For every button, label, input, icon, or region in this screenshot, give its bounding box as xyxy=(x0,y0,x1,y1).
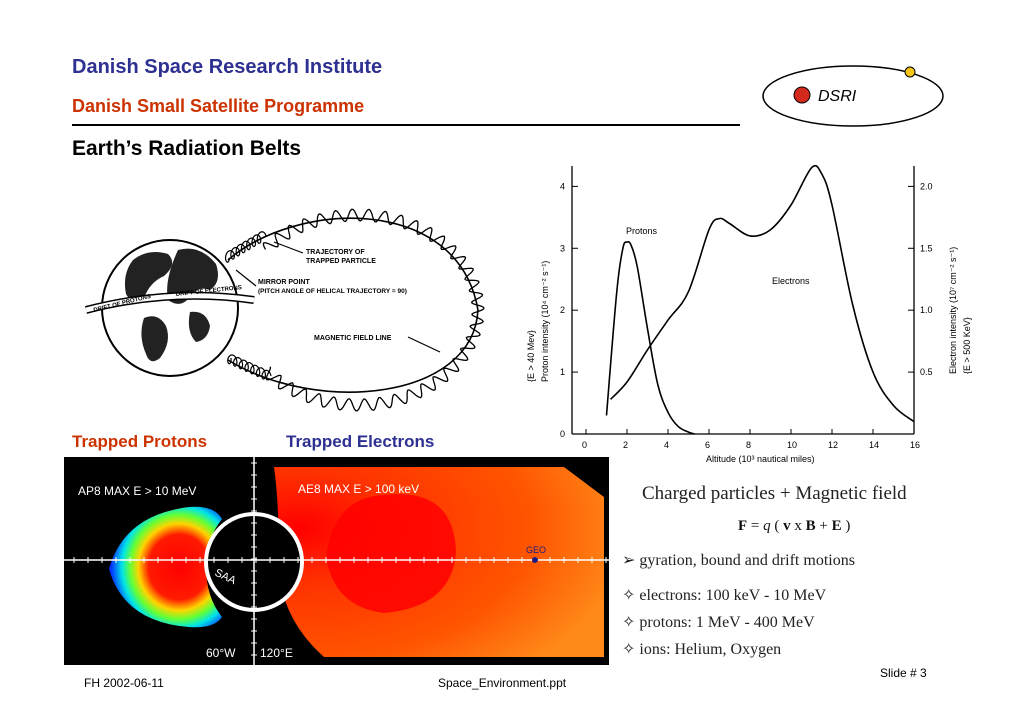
lorentz-formula: F = q ( v x B + E ) xyxy=(738,518,851,534)
logo-orbit xyxy=(762,65,944,127)
electron-belt-core xyxy=(326,494,456,613)
y-right-tick-label: 1.5 xyxy=(920,243,933,253)
y-left-label-1: {E > 40 Mev} xyxy=(526,330,536,382)
series-line-electrons xyxy=(610,164,915,423)
y-left-tick-label: 4 xyxy=(560,181,565,191)
formula-charge: q xyxy=(763,518,771,534)
trajectory-label-2: TRAPPED PARTICLE xyxy=(306,258,376,265)
y-left-tick-label: 2 xyxy=(560,305,565,315)
footer-filename: Space_Environment.ppt xyxy=(438,676,567,690)
proton-belt-region xyxy=(109,506,222,628)
bullet-protons: ✧ protons: 1 MeV - 400 MeV xyxy=(622,614,815,631)
y-right-tick-label: 0.5 xyxy=(920,367,933,377)
trapped-protons-label: Trapped Protons xyxy=(72,432,208,451)
mirror-label-2: (PITCH ANGLE OF HELICAL TRAJECTORY = 90) xyxy=(258,288,407,295)
footer-author-date: FH 2002-06-11 xyxy=(84,676,164,690)
helical-coil-top xyxy=(224,231,267,263)
y-right-label-1: Electron intensity (10⁷ cm⁻² s⁻¹) xyxy=(948,247,958,374)
helical-coil-bottom xyxy=(227,354,272,380)
x-tick-label: 12 xyxy=(828,440,838,450)
bullet-gyration: ➢ gyration, bound and drift motions xyxy=(622,552,855,569)
dsri-logo: DSRI xyxy=(762,65,944,127)
x-tick-label: 2 xyxy=(623,440,628,450)
programme-title: Danish Small Satellite Programme xyxy=(72,96,365,116)
x-tick-label: 4 xyxy=(664,440,669,450)
continent-shape xyxy=(141,316,168,362)
header-divider xyxy=(72,124,740,126)
y-left-tick-label: 3 xyxy=(560,243,565,253)
x-tick-label: 10 xyxy=(787,440,797,450)
continent-shape xyxy=(167,248,218,304)
x-axis-label: Altitude (10³ nautical miles) xyxy=(706,454,815,464)
proton-caption: AP8 MAX E > 10 MeV xyxy=(78,484,196,498)
series-line-protons xyxy=(605,240,695,435)
mirror-arrow xyxy=(235,269,257,287)
series-label-protons: Protons xyxy=(626,226,658,236)
geo-marker xyxy=(532,557,538,563)
lon-right-label: 120°E xyxy=(260,646,293,660)
institute-title: Danish Space Research Institute xyxy=(72,56,383,78)
particle-trajectory xyxy=(262,208,485,412)
x-tick-label: 8 xyxy=(746,440,751,450)
trapped-electrons-label: Trapped Electrons xyxy=(286,432,435,451)
series-label-electrons: Electrons xyxy=(772,276,810,286)
drift-band-inner xyxy=(85,293,255,313)
footer-slide-number: Slide # 3 xyxy=(880,666,927,680)
continent-shape xyxy=(124,252,173,303)
y-right-tick-label: 2.0 xyxy=(920,181,933,191)
y-right-tick-label: 1.0 xyxy=(920,305,933,315)
x-tick-label: 0 xyxy=(582,440,587,450)
x-tick-label: 14 xyxy=(869,440,879,450)
field-line-label: MAGNETIC FIELD LINE xyxy=(314,335,392,342)
x-tick-label: 6 xyxy=(705,440,710,450)
physics-title: Charged particles + Magnetic field xyxy=(642,483,907,504)
bullet-electrons: ✧ electrons: 100 keV - 10 MeV xyxy=(622,587,827,604)
slide-title: Earth’s Radiation Belts xyxy=(72,137,302,160)
belt-flux-map: GEO AP8 MAX E > 10 MeV AE8 MAX E > 100 k… xyxy=(64,457,609,665)
logo-text: DSRI xyxy=(818,88,857,105)
chart-axes xyxy=(571,166,915,435)
logo-satellite-icon xyxy=(904,66,916,78)
y-left-tick-label: 0 xyxy=(560,429,565,439)
bullet-ions: ✧ ions: Helium, Oxygen xyxy=(622,641,782,658)
x-tick-label: 16 xyxy=(910,440,920,450)
formula-electric: E xyxy=(831,518,842,534)
lon-left-label: 60°W xyxy=(206,646,236,660)
field-line-arrow xyxy=(407,336,441,353)
formula-field: B xyxy=(805,518,816,534)
electron-caption: AE8 MAX E > 100 keV xyxy=(298,482,419,496)
logo-planet-icon xyxy=(793,86,811,104)
continent-shape xyxy=(188,311,210,342)
magnetic-field-line xyxy=(227,217,479,393)
formula-velocity: v xyxy=(783,518,791,534)
geo-label: GEO xyxy=(526,545,546,555)
y-left-label-2: Proton intensity (10⁴ cm⁻² s⁻¹) xyxy=(540,261,550,382)
trajectory-arrow xyxy=(273,241,304,254)
trajectory-label-1: TRAJECTORY OF xyxy=(306,249,365,256)
y-right-label-2: {E > 500 KeV} xyxy=(962,317,972,374)
y-left-tick-label: 1 xyxy=(560,367,565,377)
radiation-belt-diagram: DRIFT OF PROTONS DRIFT OF ELECTRONS TRAJ… xyxy=(84,208,485,412)
formula-force: F xyxy=(738,518,748,534)
mirror-label-1: MIRROR POINT xyxy=(258,279,310,286)
